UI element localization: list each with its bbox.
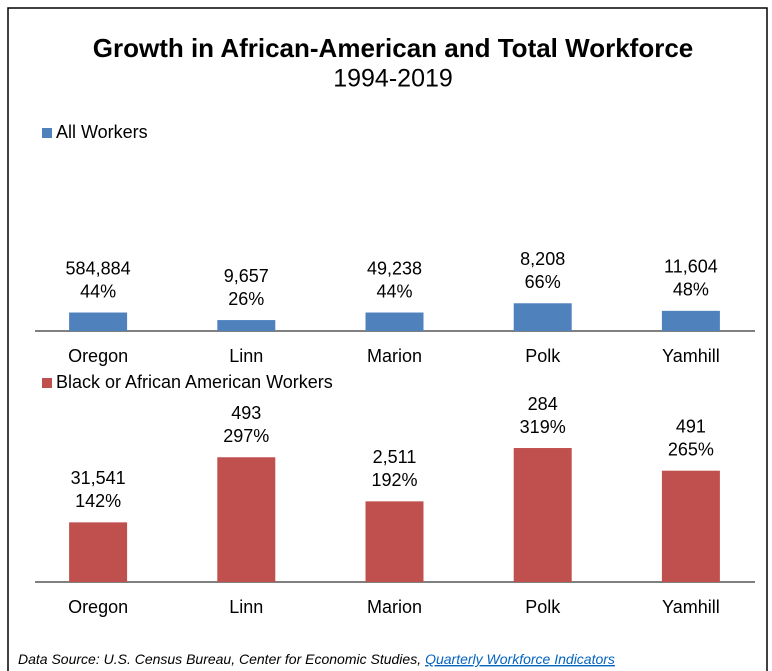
bar bbox=[217, 320, 276, 331]
count-label: 2,511 bbox=[373, 447, 417, 467]
source: Data Source: U.S. Census Bureau, Center … bbox=[18, 651, 615, 667]
bar bbox=[513, 303, 572, 331]
bar bbox=[661, 470, 720, 582]
legend-swatch bbox=[42, 128, 52, 138]
chart-subtitle: 1994-2019 bbox=[333, 65, 453, 93]
value-label: 48% bbox=[673, 280, 709, 300]
source-text: Data Source: U.S. Census Bureau, Center … bbox=[18, 651, 421, 667]
legend-swatch bbox=[42, 378, 52, 388]
count-label: 584,884 bbox=[66, 258, 131, 278]
count-label: 493 bbox=[231, 403, 261, 423]
x-tick-label: Marion bbox=[367, 597, 422, 617]
count-label: 9,657 bbox=[224, 266, 269, 286]
value-label: 44% bbox=[376, 281, 412, 301]
bar bbox=[365, 312, 424, 331]
value-label: 192% bbox=[371, 470, 417, 490]
source-link[interactable]: Quarterly Workforce Indicators bbox=[425, 651, 615, 667]
x-tick-label: Linn bbox=[229, 346, 263, 366]
count-label: 491 bbox=[676, 416, 706, 436]
legend-label: Black or African American Workers bbox=[56, 372, 333, 392]
x-tick-label: Oregon bbox=[68, 597, 128, 617]
count-label: 11,604 bbox=[664, 257, 718, 277]
bar bbox=[365, 501, 424, 582]
x-tick-label: Yamhill bbox=[662, 597, 720, 617]
value-label: 265% bbox=[668, 439, 714, 459]
count-label: 31,541 bbox=[71, 468, 126, 488]
bar bbox=[661, 310, 720, 331]
count-label: 284 bbox=[528, 394, 558, 414]
bar bbox=[217, 457, 276, 582]
value-label: 142% bbox=[75, 491, 121, 511]
frame bbox=[7, 7, 768, 671]
x-tick-label: Oregon bbox=[68, 346, 128, 366]
value-label: 26% bbox=[228, 289, 264, 309]
bar bbox=[513, 448, 572, 582]
bar bbox=[69, 312, 128, 331]
x-tick-label: Polk bbox=[525, 346, 561, 366]
value-label: 44% bbox=[80, 281, 116, 301]
value-label: 319% bbox=[520, 417, 566, 437]
x-tick-label: Polk bbox=[525, 597, 561, 617]
value-label: 66% bbox=[525, 272, 561, 292]
legend-label: All Workers bbox=[56, 122, 148, 142]
x-tick-label: Linn bbox=[229, 597, 263, 617]
chart-title: Growth in African-American and Total Wor… bbox=[93, 33, 694, 63]
value-label: 297% bbox=[223, 426, 269, 446]
x-tick-label: Marion bbox=[367, 346, 422, 366]
count-label: 49,238 bbox=[367, 258, 422, 278]
x-tick-label: Yamhill bbox=[662, 346, 720, 366]
count-label: 8,208 bbox=[520, 249, 565, 269]
bar bbox=[69, 522, 128, 582]
